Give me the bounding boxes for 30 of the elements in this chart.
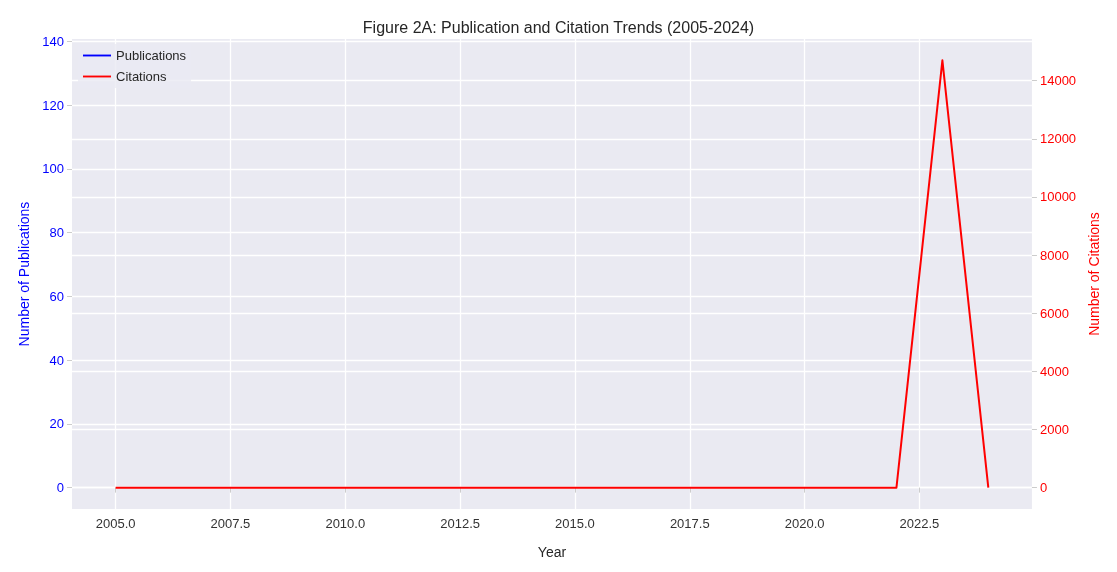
x-tick-label: 2015.0 [555, 516, 595, 531]
y2-tick-label: 14000 [1039, 73, 1077, 89]
x-tick-label: 2007.5 [210, 516, 251, 531]
legend-label: Citations [116, 69, 168, 84]
y-tick-label: 120 [42, 97, 64, 113]
x-axis-title: Year [537, 544, 567, 560]
x-tick-label: 2005.0 [95, 516, 136, 531]
y-tick-label: 140 [42, 33, 64, 49]
y2-tick-label: 6000 [1039, 305, 1069, 321]
y2-axis-title: Number of Citations [1086, 212, 1102, 336]
y-tick-label: 80 [49, 225, 64, 241]
y2-tick-label: 0 [1039, 480, 1048, 496]
y2-tick-label: 2000 [1039, 422, 1069, 437]
y-tick-label: 20 [49, 416, 64, 432]
y-tick-label: 60 [49, 288, 64, 304]
y-tick-label: 0 [56, 480, 64, 496]
y-tick-label: 100 [42, 161, 64, 177]
y2-tick-label: 10000 [1039, 189, 1077, 205]
y2-tick-label: 12000 [1039, 131, 1077, 147]
x-tick-label: 2012.5 [440, 516, 480, 531]
x-tick-label: 2022.5 [899, 516, 940, 531]
y2-tick-label: 4000 [1039, 363, 1069, 379]
x-tick-label: 2017.5 [669, 516, 710, 531]
x-tick-label: 2010.0 [325, 516, 366, 531]
y-tick-label: 40 [49, 352, 64, 368]
chart-title: Figure 2A: Publication and Citation Trends (2005-2024) [362, 18, 755, 36]
legend-label: Publications [116, 48, 187, 63]
x-tick-label: 2020.0 [784, 516, 825, 531]
y2-tick-label: 8000 [1039, 247, 1069, 263]
y-axis-title: Number of Publications [16, 201, 33, 347]
